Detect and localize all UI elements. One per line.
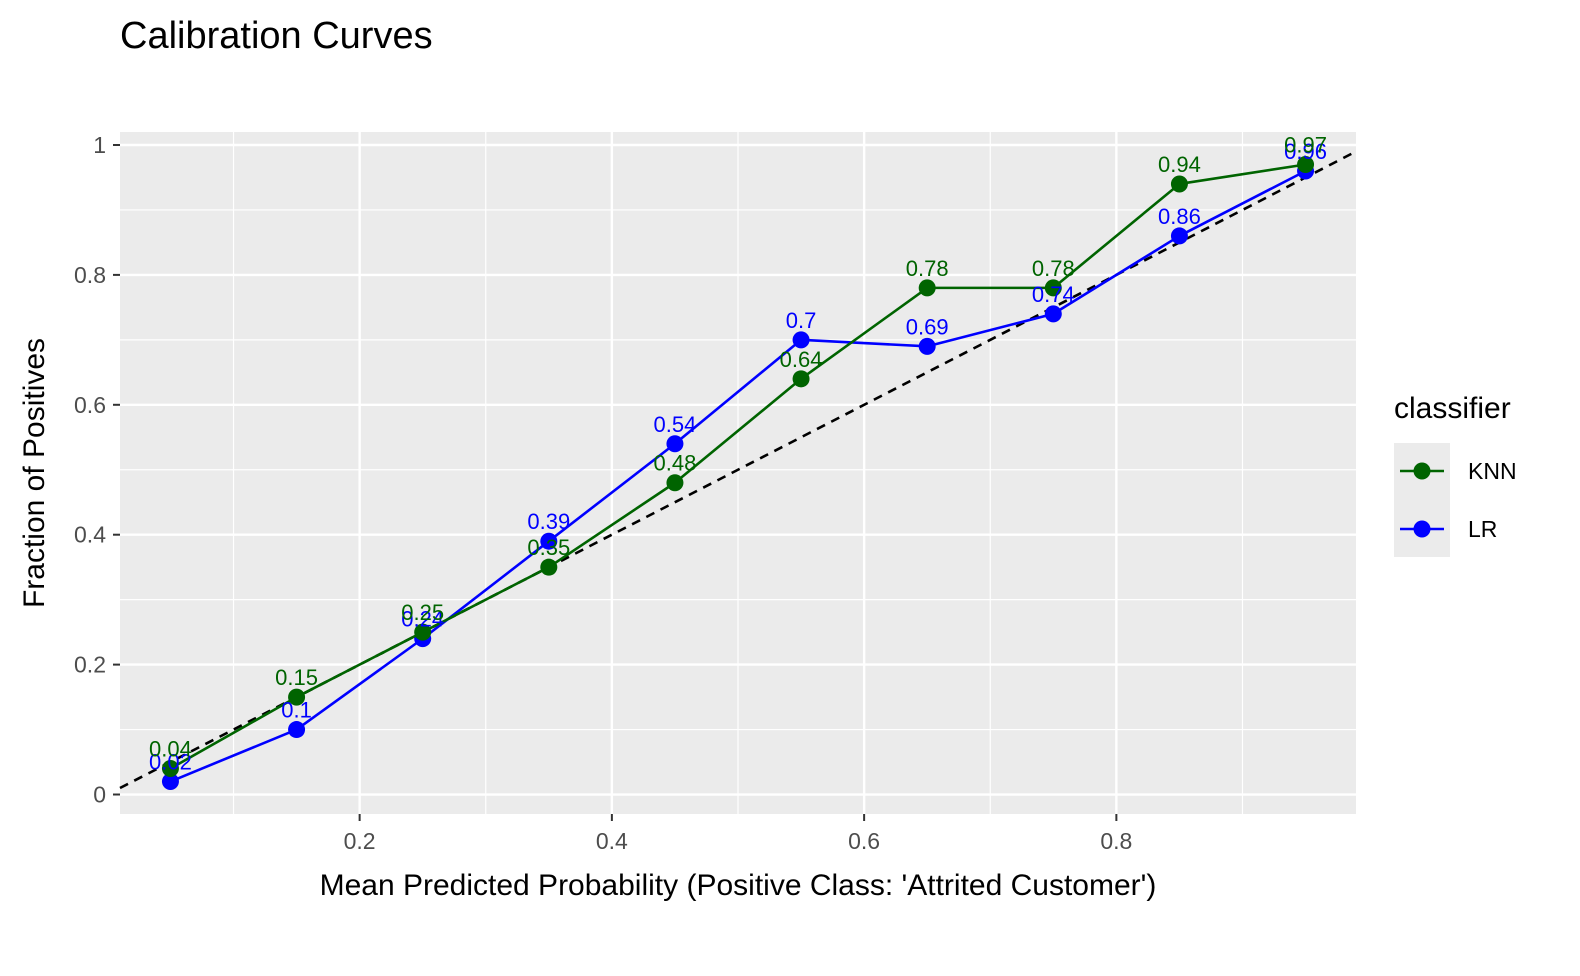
lr-data-label: 0.1 (281, 698, 312, 723)
lr-point (918, 337, 936, 355)
legend-key-point (1413, 462, 1431, 480)
lr-data-label: 0.39 (527, 509, 570, 534)
knn-point (161, 760, 179, 778)
knn-line (169, 163, 1306, 770)
knn-point (918, 279, 936, 297)
lr-line (169, 169, 1307, 783)
lr-point (1170, 227, 1188, 245)
knn-data-label: 0.48 (654, 451, 697, 476)
knn-point (792, 370, 810, 388)
knn-data-label: 0.78 (906, 256, 949, 281)
legend-key-point (1413, 520, 1431, 538)
knn-data-label: 0.25 (401, 600, 444, 625)
legend: classifier KNN LR (1394, 392, 1517, 557)
lr-data-label: 0.86 (1158, 204, 1201, 229)
lr-point (1044, 305, 1062, 323)
series-knn (161, 155, 1315, 778)
y-tick-label: 0.6 (74, 392, 106, 418)
y-tick-label: 1 (93, 132, 106, 158)
x-tick-label: 0.4 (596, 828, 628, 854)
knn-point (1044, 279, 1062, 297)
legend-title: classifier (1394, 392, 1511, 425)
lr-data-label: 0.96 (1284, 139, 1327, 164)
knn-point (1297, 155, 1315, 173)
lr-data-label: 0.54 (654, 412, 697, 437)
knn-point (666, 474, 684, 492)
legend-key-background (1394, 443, 1450, 557)
lr-point (161, 773, 179, 791)
major-gridlines (120, 132, 1356, 814)
lr-data-label: 0.24 (401, 607, 444, 632)
y-tick-label: 0.8 (74, 262, 106, 288)
data-labels-layer: 0.020.10.240.390.540.7 0.690.740.860.960.… (149, 132, 1327, 774)
knn-data-label: 0.04 (149, 737, 192, 762)
knn-point (540, 558, 558, 576)
y-tick-label: 0 (93, 782, 106, 808)
knn-data-label: 0.78 (1032, 256, 1075, 281)
knn-point (288, 688, 306, 706)
legend-label: LR (1468, 516, 1497, 542)
lr-data-label: 0.7 (786, 308, 817, 333)
legend-item-knn: KNN (1400, 458, 1517, 484)
knn-data-label: 0.35 (527, 535, 570, 560)
lr-data-label: 0.69 (906, 314, 949, 339)
legend-item-lr: LR (1400, 516, 1497, 542)
legend-label: KNN (1468, 458, 1517, 484)
knn-data-label: 0.64 (780, 347, 823, 372)
lr-point (666, 435, 684, 453)
y-axis-title: Fraction of Positives (18, 338, 51, 608)
series-layer (161, 155, 1315, 791)
knn-data-label: 0.15 (275, 665, 318, 690)
x-axis: 0.2 0.4 0.6 0.8 (344, 814, 1132, 854)
x-tick-label: 0.8 (1100, 828, 1132, 854)
y-axis: 0 0.2 0.4 0.6 0.8 1 (74, 132, 120, 808)
lr-data-label: 0.02 (149, 750, 192, 775)
knn-data-label: 0.97 (1284, 132, 1327, 157)
minor-gridlines (120, 132, 1356, 814)
lr-point (540, 532, 558, 550)
lr-data-label: 0.74 (1032, 282, 1075, 307)
knn-data-label: 0.94 (1158, 152, 1201, 177)
x-tick-label: 0.6 (848, 828, 880, 854)
knn-point (414, 623, 432, 641)
lr-point (792, 331, 810, 349)
x-tick-label: 0.2 (344, 828, 376, 854)
lr-point (288, 721, 306, 739)
y-tick-label: 0.2 (74, 652, 106, 678)
x-axis-title: Mean Predicted Probability (Positive Cla… (320, 869, 1157, 902)
chart-title: Calibration Curves (120, 15, 433, 57)
knn-point (1170, 175, 1188, 193)
y-tick-label: 0.4 (74, 522, 106, 548)
